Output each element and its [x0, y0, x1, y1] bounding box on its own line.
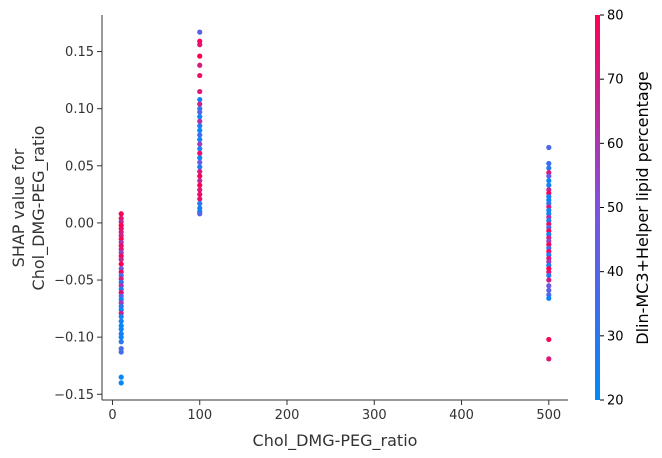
scatter-point	[546, 182, 552, 188]
scatter-point	[197, 132, 203, 138]
scatter-point	[197, 53, 203, 59]
scatter-point	[197, 211, 203, 217]
scatter-point	[197, 155, 203, 161]
scatter-point	[197, 114, 203, 120]
scatter-point	[118, 374, 124, 380]
scatter-point	[197, 141, 203, 147]
scatter-point	[118, 314, 124, 320]
scatter-point	[118, 211, 124, 217]
colorbar-label: Dlin-MC3+Helper lipid percentage	[633, 71, 652, 345]
scatter-point	[197, 62, 203, 68]
scatter-point	[546, 295, 552, 301]
scatter-point	[118, 256, 124, 263]
y-tick-label: −0.10	[54, 331, 94, 346]
scatter-point	[546, 356, 552, 362]
x-axis-ticks: 0 100 200 300 400 500	[108, 400, 561, 423]
y-tick-label: 0.15	[65, 45, 94, 60]
x-tick-label: 300	[362, 408, 387, 423]
scatter-point	[118, 334, 124, 340]
scatter-point	[197, 29, 203, 35]
x-tick-label: 0	[108, 408, 116, 423]
colorbar-tick-label: 30	[607, 329, 624, 344]
colorbar-tick-label: 40	[607, 265, 624, 280]
y-tick-label: −0.15	[54, 388, 94, 403]
colorbar-tick-label: 20	[607, 394, 624, 409]
scatter-point	[197, 168, 203, 175]
scatter-point	[546, 160, 552, 167]
scatter-point	[546, 283, 552, 289]
scatter-point	[197, 187, 203, 193]
scatter-point	[197, 109, 203, 115]
scatter-point	[197, 178, 203, 184]
scatter-point	[197, 42, 203, 48]
scatter-point	[118, 349, 124, 355]
scatter-point	[118, 326, 124, 332]
scatter-point	[118, 380, 124, 386]
y-tick-label: −0.05	[54, 274, 94, 289]
y-axis-label-line-2: Chol_DMG-PEG_ratio	[29, 126, 49, 291]
scatter-point	[118, 261, 124, 267]
x-tick-label: 100	[187, 408, 212, 423]
scatter-point	[197, 164, 203, 170]
scatter-point	[197, 182, 203, 188]
colorbar-tick-label: 50	[607, 201, 624, 216]
x-tick-label: 500	[536, 408, 561, 423]
y-tick-label: 0.10	[65, 102, 94, 117]
y-tick-label: 0.00	[65, 216, 94, 231]
colorbar-tick-label: 60	[607, 137, 624, 152]
scatter-point	[118, 339, 124, 345]
scatter-point	[197, 146, 203, 152]
scatter-point	[197, 173, 203, 179]
scatter-points	[118, 29, 552, 386]
scatter-point	[197, 191, 203, 197]
scatter-point	[197, 96, 203, 103]
colorbar-ticks: 20 30 40 50 60 70 80	[600, 9, 624, 409]
y-axis-label-line-1: SHAP value for	[9, 148, 28, 267]
scatter-point	[546, 144, 552, 151]
scatter-point	[197, 118, 203, 124]
scatter-point	[118, 318, 124, 324]
scatter-point	[197, 150, 203, 156]
scatter-point	[197, 72, 203, 79]
colorbar-tick-label: 70	[607, 73, 624, 88]
scatter-point	[546, 165, 552, 171]
scatter-point	[197, 136, 203, 143]
x-tick-label: 200	[275, 408, 300, 423]
x-axis-label: Chol_DMG-PEG_ratio	[253, 431, 418, 451]
scatter-point	[546, 173, 552, 179]
scatter-point	[197, 159, 203, 165]
colorbar	[595, 15, 600, 400]
scatter-point	[546, 272, 552, 279]
x-tick-label: 400	[449, 408, 474, 423]
scatter-point	[197, 127, 203, 133]
y-axis-ticks: −0.15 −0.10 −0.05 0.00 0.05 0.10 0.15	[54, 45, 102, 403]
colorbar-tick-label: 80	[607, 9, 624, 24]
scatter-point	[197, 196, 203, 202]
scatter-point	[197, 88, 203, 95]
scatter-point	[546, 178, 552, 184]
scatter-point	[197, 123, 203, 129]
scatter-point	[546, 336, 552, 343]
scatter-point	[197, 200, 203, 207]
scatter-point	[197, 101, 203, 107]
scatter-point	[546, 277, 552, 283]
scatter-point	[546, 287, 552, 293]
y-tick-label: 0.05	[65, 159, 94, 174]
